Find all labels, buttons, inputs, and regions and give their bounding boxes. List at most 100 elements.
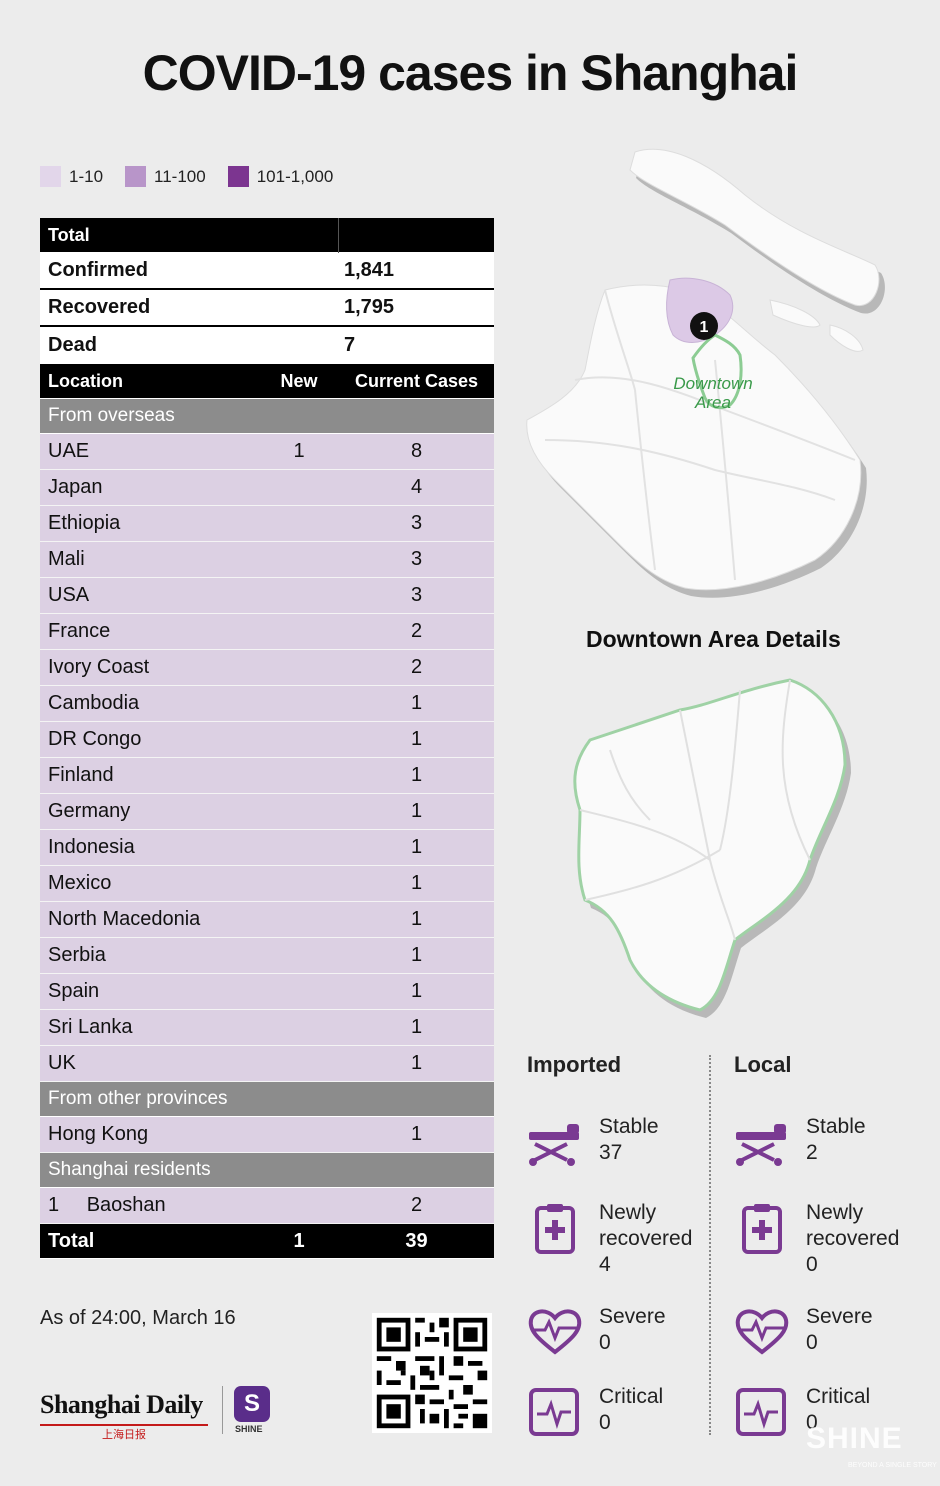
current-cases: 1	[410, 1123, 423, 1145]
legend-item-high: 101-1,000	[227, 166, 333, 187]
current-cases: 1	[410, 872, 423, 894]
summary-header-label: Total	[48, 224, 90, 245]
table-row: Ivory Coast 2	[40, 650, 494, 686]
location-name: Ethiopia	[48, 512, 121, 534]
marker-circle	[690, 312, 718, 340]
stat-value: 0	[806, 1253, 818, 1276]
legend-item-mid: 11-100	[125, 166, 206, 187]
local-newly-recovered: Newly recovered 0	[734, 1200, 916, 1278]
imported-newly-recovered: Newly recovered 4	[527, 1200, 709, 1278]
table-row: Mali 3	[40, 542, 494, 578]
location-name: Serbia	[48, 944, 106, 966]
clipboard-icon	[742, 1204, 782, 1254]
downtown-outline	[691, 333, 743, 410]
summary-label: Recovered	[48, 296, 151, 318]
stat-value: 0	[599, 1331, 611, 1354]
section-heading-label: Shanghai residents	[48, 1159, 211, 1180]
current-cases: 1	[410, 800, 423, 822]
table-row: DR Congo 1	[40, 722, 494, 758]
location-name: Mexico	[48, 872, 112, 894]
summary-label: Dead	[48, 334, 97, 356]
downtown-label-1: Downtown	[673, 374, 752, 393]
stat-value: 2	[806, 1141, 818, 1164]
table-row: 1 Baoshan 2	[40, 1188, 494, 1224]
location-name: UAE	[48, 440, 90, 462]
overseas-rows: UAE 1 8 Japan 4 Ethiopia 3 Mali 3 USA 3 France 2 Ivor…	[40, 434, 494, 1082]
location-name: Spain	[48, 980, 100, 1002]
total-new: 1	[293, 1229, 305, 1252]
current-cases: 3	[410, 548, 423, 570]
new-cases: 1	[293, 440, 305, 462]
shine-watermark-sub: BEYOND A SINGLE STORY	[848, 1462, 937, 1469]
current-cases: 1	[410, 728, 423, 750]
stat-value: 4	[599, 1253, 611, 1276]
local-stable: Stable 2	[734, 1114, 866, 1170]
table-row: Sri Lanka 1	[40, 1010, 494, 1046]
table-row: France 2	[40, 614, 494, 650]
monitor-icon	[736, 1388, 786, 1436]
location-name: Japan	[48, 476, 103, 498]
summary-header: Total	[40, 217, 494, 253]
chongming-island	[629, 148, 880, 306]
table-row: Serbia 1	[40, 938, 494, 974]
location-name: DR Congo	[48, 728, 142, 750]
location-name: France	[48, 620, 111, 642]
clipboard-icon	[535, 1204, 575, 1254]
current-cases: 4	[410, 476, 423, 498]
imported-critical: Critical 0	[527, 1384, 663, 1440]
section-heading-label: From other provinces	[48, 1088, 228, 1109]
downtown-caption: Downtown Area Details	[586, 626, 841, 652]
stat-label: Newly recovered	[599, 1201, 693, 1250]
table-row: Mexico 1	[40, 866, 494, 902]
column-header-location: Location	[48, 370, 123, 391]
total-row: Total 1 39	[40, 1224, 494, 1259]
district-index: 1	[48, 1194, 60, 1216]
imported-stats: Imported Stable 37 Newly recovered 4 Sever…	[527, 1052, 727, 1436]
current-cases: 1	[410, 908, 423, 930]
location-name: Baoshan	[86, 1194, 166, 1216]
shanghai-map: 1 Downtown Area	[526, 148, 885, 598]
stretcher-icon	[529, 1124, 579, 1166]
current-cases: 1	[410, 944, 423, 966]
section-heading-residents: Shanghai residents	[40, 1153, 494, 1188]
current-cases: 8	[410, 440, 423, 462]
shanghai-mainland	[526, 284, 862, 591]
stat-value: 0	[599, 1411, 611, 1434]
total-label: Total	[48, 1229, 95, 1252]
column-header: Location New Current Cases	[40, 364, 494, 399]
stat-value: 37	[599, 1141, 623, 1164]
shine-watermark: SHINE	[806, 1422, 903, 1455]
shanghai-daily-cn-text: 上海日报	[102, 1429, 146, 1441]
stat-label: Critical	[599, 1385, 664, 1408]
table-row: Germany 1	[40, 794, 494, 830]
legend-label-mid: 11-100	[154, 166, 206, 186]
legend-label-low: 1-10	[69, 166, 104, 186]
location-name: Germany	[48, 800, 131, 822]
total-current: 39	[405, 1229, 428, 1252]
summary-value: 7	[344, 334, 356, 356]
table-row: USA 3	[40, 578, 494, 614]
local-stats: Local Stable 2 Newly recovered 0 Severe 0 C…	[734, 1052, 934, 1436]
page-title: COVID-19 cases in Shanghai	[142, 45, 799, 101]
logo-divider	[222, 1386, 223, 1434]
summary-header-divider	[338, 217, 339, 253]
summary-value: 1,795	[344, 296, 395, 318]
as-of-date: As of 24:00, March 16	[40, 1307, 236, 1329]
legend-swatch-high	[227, 166, 249, 187]
summary-value: 1,841	[344, 259, 395, 281]
legend-swatch-low	[40, 166, 61, 187]
summary-label: Confirmed	[48, 259, 148, 281]
table-row: Hong Kong 1	[40, 1117, 494, 1153]
downtown-label-2: Area	[694, 393, 731, 412]
imported-stable: Stable 37	[527, 1114, 659, 1170]
local-severe: Severe 0	[734, 1304, 873, 1360]
location-name: USA	[48, 584, 90, 606]
current-cases: 1	[410, 1016, 423, 1038]
shanghai-daily-logo: Shanghai Daily 上海日报	[40, 1390, 220, 1441]
legend: 1-10 11-100 101-1,000	[40, 166, 333, 187]
local-critical: Critical 0	[734, 1384, 870, 1440]
stat-label: Newly recovered	[806, 1201, 900, 1250]
stat-value: 0	[806, 1411, 818, 1434]
qr-code-icon	[372, 1313, 492, 1433]
summary-row-recovered: Recovered 1,795	[40, 290, 494, 327]
